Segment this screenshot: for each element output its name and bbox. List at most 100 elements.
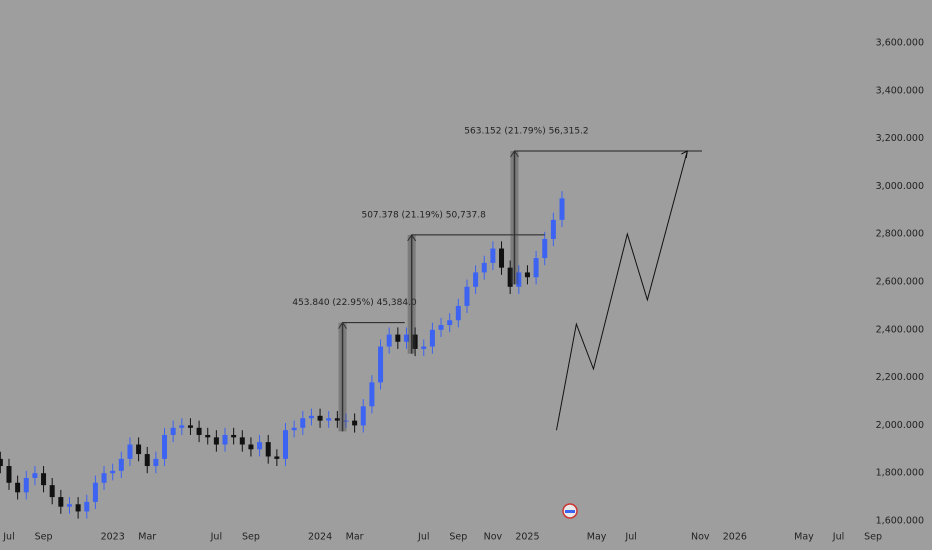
candle-body: [257, 442, 263, 450]
candle-body: [32, 473, 38, 478]
candle-body: [507, 267, 513, 287]
x-tick-label: 2023: [101, 532, 125, 543]
arrow-head: [510, 150, 519, 158]
candle-body: [282, 430, 288, 459]
candle-body: [343, 420, 349, 422]
candle-body: [92, 482, 98, 502]
candle-body: [412, 334, 418, 349]
x-tick-label: Mar: [138, 532, 156, 543]
candle-body: [473, 272, 479, 287]
candle-body: [481, 262, 487, 273]
candle-body: [196, 427, 202, 435]
candle-body: [369, 382, 375, 407]
candle-body: [49, 485, 55, 498]
candle-body: [559, 198, 565, 220]
candle-body: [291, 427, 297, 431]
candle-body: [352, 420, 358, 426]
x-tick-label: 2026: [723, 532, 747, 543]
candle-body: [542, 238, 548, 259]
y-tick-label: 2,000.000: [876, 420, 924, 431]
x-tick-label: 2025: [515, 532, 539, 543]
candle-body: [248, 444, 254, 450]
y-tick-label: 3,000.000: [876, 181, 924, 192]
candle-body: [334, 418, 340, 421]
arrow-head: [338, 321, 347, 329]
candle-body: [41, 473, 47, 486]
x-tick-label: Jul: [832, 532, 844, 543]
candle-body: [136, 444, 142, 455]
candle-body: [447, 320, 453, 326]
x-tick-label: Sep: [449, 532, 467, 543]
candle-body: [205, 434, 211, 438]
candle-body: [533, 258, 539, 278]
x-tick-label: Jul: [210, 532, 222, 543]
event-flag-stripe: [565, 510, 575, 513]
candle-body: [274, 456, 280, 459]
candle-body: [58, 497, 64, 507]
x-tick-label: Jul: [624, 532, 636, 543]
candle-body: [524, 272, 530, 278]
x-tick-label: Mar: [346, 532, 364, 543]
x-tick-label: Nov: [691, 532, 710, 543]
candle-body: [0, 458, 3, 467]
candle-body: [187, 425, 193, 428]
y-tick-label: 2,400.000: [876, 324, 924, 335]
projection-arrow-head: [681, 150, 688, 159]
candle-body: [378, 346, 384, 383]
x-tick-label: May: [794, 532, 814, 543]
candle-body: [421, 346, 427, 349]
x-tick-label: 2024: [308, 532, 332, 543]
candle-body: [162, 434, 168, 459]
candle-body: [499, 248, 505, 268]
candle-body: [213, 437, 219, 445]
candle-body: [360, 406, 366, 426]
candle-body: [308, 415, 314, 419]
candle-body: [144, 454, 150, 467]
y-tick-label: 3,400.000: [876, 85, 924, 96]
y-tick-label: 2,600.000: [876, 277, 924, 288]
measure-label: 563.152 (21.79%) 56,315.2: [464, 127, 588, 137]
candle-body: [490, 248, 496, 263]
y-tick-label: 3,600.000: [876, 38, 924, 49]
candle-body: [110, 470, 116, 474]
candle-body: [326, 418, 332, 421]
candle-body: [455, 305, 461, 321]
candle-body: [179, 425, 185, 428]
candle-body: [239, 437, 245, 445]
x-tick-label: Jul: [417, 532, 429, 543]
x-tick-label: Sep: [35, 532, 53, 543]
x-tick-label: Nov: [484, 532, 503, 543]
candle-body: [403, 334, 409, 342]
y-tick-label: 1,600.000: [876, 516, 924, 527]
candle-body: [23, 477, 29, 493]
candle-body: [395, 334, 401, 342]
candle-body: [15, 482, 21, 493]
y-tick-label: 2,200.000: [876, 372, 924, 383]
candle-body: [265, 442, 271, 457]
candle-body: [386, 334, 392, 347]
candle-body: [222, 434, 228, 445]
x-tick-label: Jul: [2, 532, 14, 543]
candle-body: [153, 458, 159, 467]
candle-body: [550, 219, 556, 239]
candle-body: [429, 329, 435, 347]
y-tick-label: 2,800.000: [876, 229, 924, 240]
candle-body: [170, 427, 176, 435]
measure-label: 453.840 (22.95%) 45,384.0: [292, 298, 417, 308]
candle-body: [300, 418, 306, 428]
projection-path: [555, 150, 688, 431]
y-tick-label: 1,800.000: [876, 468, 924, 479]
candle-body: [438, 325, 444, 330]
x-tick-label: May: [587, 532, 607, 543]
y-tick-label: 3,200.000: [876, 133, 924, 144]
candle-body: [101, 473, 107, 483]
candle-body: [6, 466, 12, 483]
candle-body: [317, 415, 323, 421]
candle-body: [118, 458, 124, 471]
candle-body: [84, 501, 90, 512]
candle-body: [516, 272, 522, 287]
candle-body: [231, 434, 237, 438]
x-tick-label: Sep: [242, 532, 260, 543]
